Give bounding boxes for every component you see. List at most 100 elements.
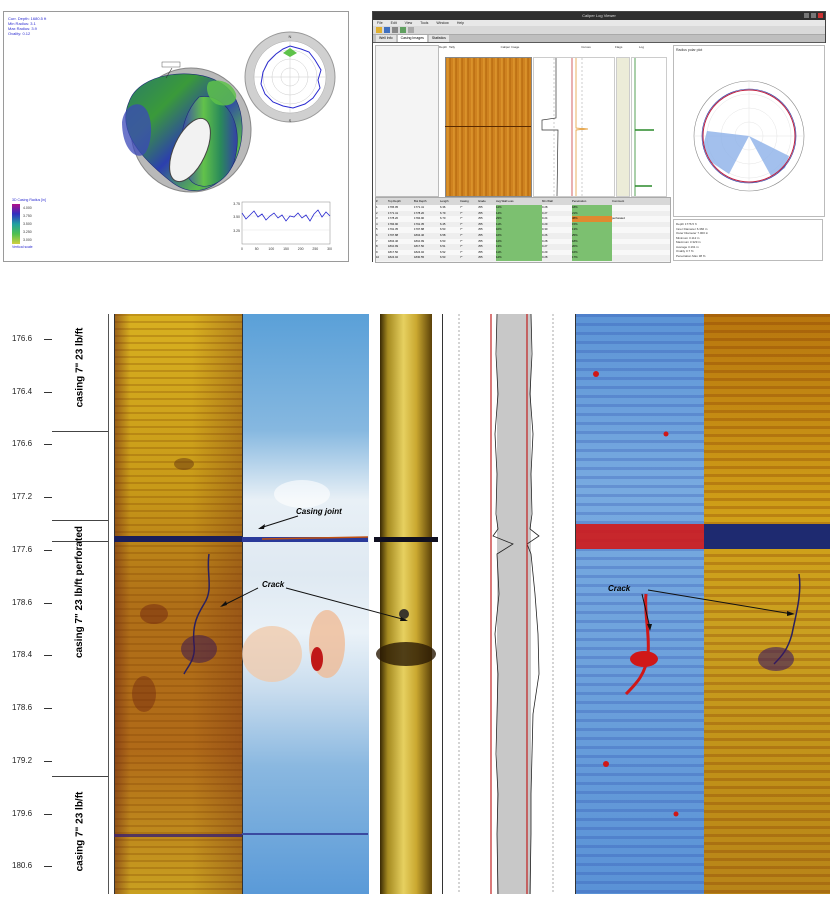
col-header[interactable]: Grade <box>478 199 486 203</box>
print-icon[interactable] <box>392 27 398 33</box>
info-line: Min Radius: 3.1 <box>8 21 36 26</box>
table-cell: 1784.90 <box>414 216 425 221</box>
table-cell: J55 <box>478 244 483 249</box>
legend-colorbar <box>12 204 20 244</box>
log-track[interactable] <box>631 57 667 197</box>
table-cell: 18% <box>572 205 612 211</box>
polar-radius-plot[interactable]: N S <box>243 30 337 124</box>
col-header[interactable]: Length <box>440 199 449 203</box>
open-icon[interactable] <box>376 27 382 33</box>
save-icon[interactable] <box>384 27 390 33</box>
depth-tick <box>44 339 52 340</box>
table-row[interactable]: 7 1804.46 1810.99 6.53 7" J55 12% 0.28 18% <box>376 238 670 245</box>
table-cell: 1797.88 <box>388 232 399 237</box>
table-cell: 7" <box>460 216 463 221</box>
zone-box: casing 7" 23 lb/ft perforated <box>52 431 108 777</box>
depth-label: 178.4 <box>12 650 33 660</box>
amplitude-right-overlay <box>704 524 830 671</box>
col-header[interactable]: Top Depth <box>388 199 401 203</box>
table-cell: 12% <box>496 255 542 261</box>
menu-item-window[interactable]: Window <box>436 21 449 25</box>
table-row[interactable]: 6 1797.88 1804.46 6.58 7" J55 16% 0.26 25% <box>376 232 670 239</box>
table-cell: 6.51 <box>440 244 446 249</box>
depth-tick <box>44 602 52 604</box>
menu-item-edit[interactable]: Edit <box>390 21 397 25</box>
track-header: Tally <box>449 45 456 49</box>
table-row[interactable]: 9 1817.50 1824.02 6.52 7" J55 11% 0.29 16% <box>376 249 670 256</box>
table-cell: 7 <box>376 238 378 243</box>
zoom-icon[interactable] <box>400 27 406 33</box>
depth-tick <box>44 813 52 815</box>
table-cell: 1784.90 <box>388 221 399 226</box>
table-row[interactable]: 5 1791.35 1797.88 6.53 7" J55 10% 0.30 13% <box>376 227 670 233</box>
col-header[interactable]: Avg Wall Loss <box>496 199 514 203</box>
defect-map-track[interactable] <box>576 314 704 894</box>
table-cell: 0.28 <box>542 255 548 260</box>
settings-icon[interactable] <box>408 27 414 33</box>
app-polar-plot[interactable] <box>689 76 809 196</box>
crack-annotation-right: Crack <box>608 584 631 593</box>
curve-track[interactable] <box>533 57 615 197</box>
log-composite: 176.6 176.4 176.6 177.2 177.6 178.6 178.4 178.6… <box>0 314 831 908</box>
table-row[interactable]: 10 1824.02 1830.55 6.53 7" J55 12% 0.28 17% <box>376 255 670 261</box>
tab-statistics[interactable]: Statistics <box>428 35 449 42</box>
minimize-icon[interactable] <box>804 13 809 18</box>
table-cell: 0.29 <box>542 221 548 226</box>
table-row[interactable]: 4 1784.90 1791.35 6.45 7" J55 11% 0.29 15% <box>376 221 670 228</box>
depth-label: 176.6 <box>12 439 33 449</box>
table-cell: 6 <box>376 232 378 237</box>
col-header[interactable]: # <box>376 199 378 203</box>
amplitude-image-track[interactable] <box>114 314 243 894</box>
amplitude-image-track-right[interactable] <box>704 314 830 894</box>
table-cell: 17% <box>572 255 612 261</box>
depth-label: 176.6 <box>12 334 33 343</box>
table-cell: 7" <box>460 244 463 249</box>
col-header[interactable]: Comment <box>612 199 625 203</box>
menu-item-tools[interactable]: Tools <box>420 21 429 25</box>
table-cell: 1817.50 <box>414 244 425 249</box>
depth-tick <box>44 549 52 551</box>
table-row[interactable]: 3 1778.20 1784.90 6.70 7" J55 23% 0.24 38% perfor… <box>376 216 670 222</box>
tab-well-info[interactable]: Well Info <box>376 35 396 42</box>
depth-tick <box>44 391 52 393</box>
table-row[interactable]: 2 1771.41 1778.20 6.79 7" J55 14% 0.27 21% <box>376 210 670 217</box>
table-cell: 16% <box>572 249 612 256</box>
app-window: Caliper Log Viewer File Edit View Tools … <box>372 11 827 263</box>
table-cell: 1830.55 <box>414 255 425 260</box>
casing-3d-render[interactable] <box>4 12 350 263</box>
mini-x-label: 50 <box>255 247 259 251</box>
table-cell: 1765.05 <box>388 205 399 209</box>
table-row[interactable]: 1 1765.05 1771.41 6.36 7" J55 12% 0.28 18% <box>376 205 670 211</box>
radius-profile-chart[interactable]: 3.75 3.50 3.25 0 50 100 150 200 250 300 <box>232 199 332 253</box>
menu-item-file[interactable]: File <box>377 21 383 25</box>
window-controls[interactable] <box>804 13 823 18</box>
col-header[interactable]: Bot Depth <box>414 199 427 203</box>
caliper-curve-track[interactable] <box>442 314 576 894</box>
menu-item-view[interactable]: View <box>404 21 413 25</box>
table-cell: 0.24 <box>542 216 548 221</box>
tab-casing-images[interactable]: Casing Images <box>397 35 427 42</box>
menu-item-help[interactable]: Help <box>456 21 465 25</box>
maximize-icon[interactable] <box>811 13 816 18</box>
caliper-image-track[interactable] <box>445 57 532 197</box>
table-row[interactable]: 8 1810.99 1817.50 6.51 7" J55 13% 0.27 20% <box>376 244 670 250</box>
legend-value: 3.000 <box>23 238 32 242</box>
table-cell: 10 <box>376 255 380 260</box>
casing-table[interactable]: # Top Depth Bot Depth Length Casing Grad… <box>375 197 671 263</box>
tube-overlay <box>374 537 438 666</box>
variance-overlay <box>242 480 368 835</box>
table-cell: J55 <box>478 216 483 221</box>
col-header[interactable]: Penetration <box>572 199 587 203</box>
tube-image-track[interactable] <box>380 314 432 894</box>
client-area: Depth Tally Caliper Image Curves Flags L… <box>373 43 827 263</box>
close-icon[interactable] <box>818 13 823 18</box>
table-cell: 1771.41 <box>414 205 425 209</box>
table-cell: 2 <box>376 210 378 215</box>
toolbar <box>373 26 825 35</box>
casing-joint-marker <box>52 520 108 542</box>
table-cell: 7" <box>460 221 463 226</box>
table-cell: 13% <box>496 244 542 250</box>
col-header[interactable]: Casing <box>460 199 469 203</box>
depth-tick <box>44 866 52 868</box>
col-header[interactable]: Min Wall <box>542 199 553 203</box>
